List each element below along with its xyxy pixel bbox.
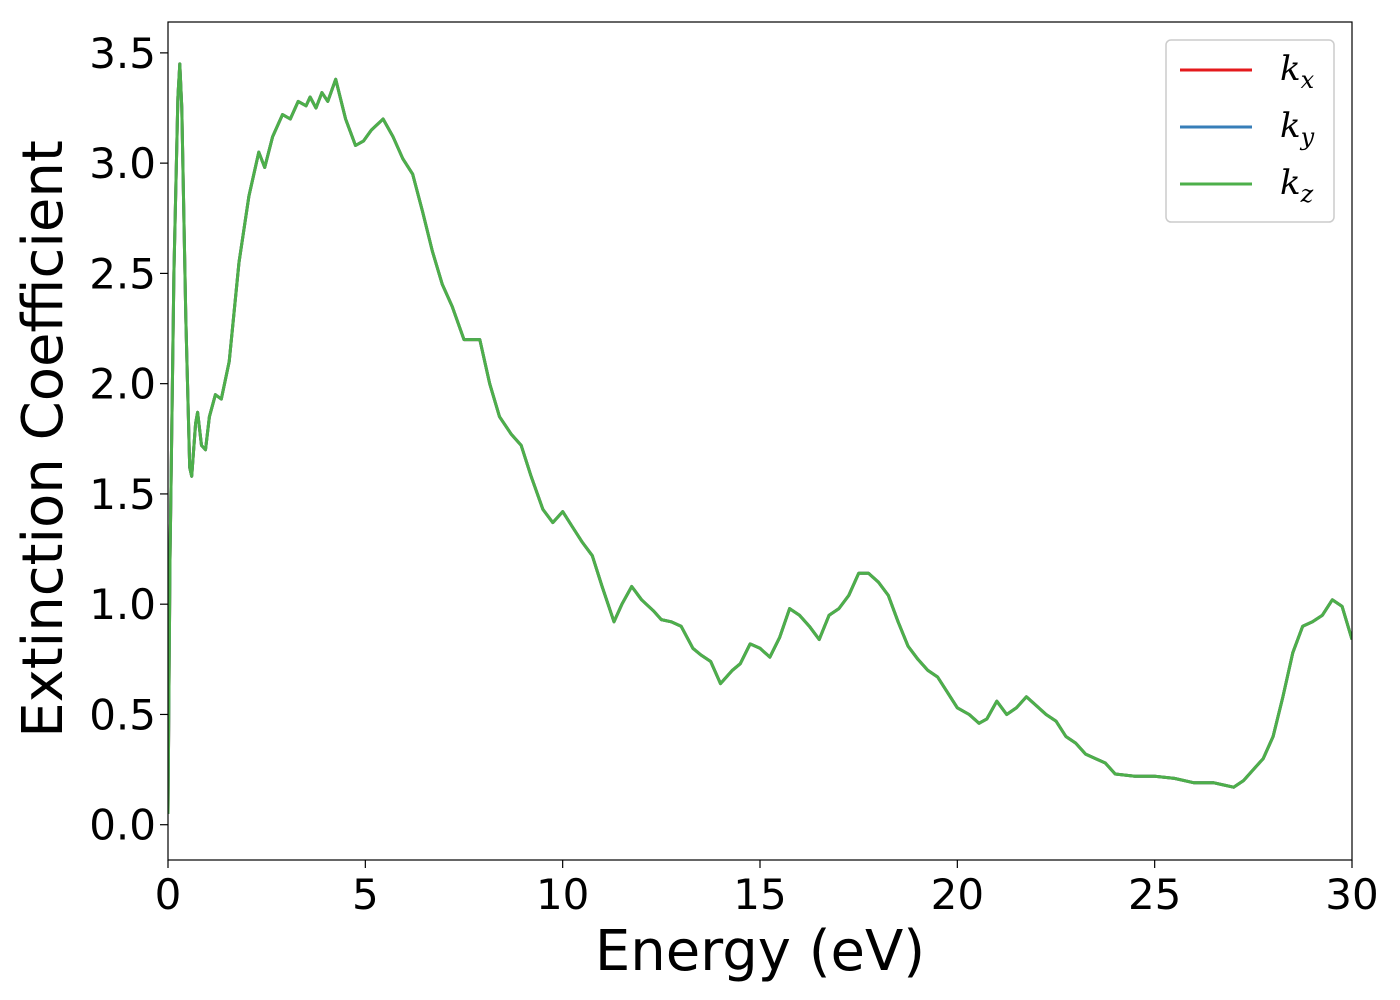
x-tick-label: 15 [733,870,786,919]
legend-label: ky [1280,106,1315,151]
x-tick-label: 30 [1325,870,1378,919]
legend-label: kx [1280,49,1315,94]
x-tick-label: 10 [536,870,589,919]
y-tick-label: 2.5 [89,249,156,298]
x-axis: 0 5 10 15 20 25 30 [155,860,1379,919]
legend-box [1165,39,1335,223]
x-tick-label: 5 [352,870,379,919]
x-tick-label: 20 [931,870,984,919]
y-tick-label: 3.5 [89,29,156,78]
series-line-k-z [168,62,1352,814]
y-tick-label: 2.0 [89,360,156,409]
x-tick-label: 0 [155,870,182,919]
legend-label: kz [1280,163,1314,208]
y-axis: 0.0 0.5 1.0 1.5 2.0 2.5 3.0 3.5 [89,29,168,850]
x-tick-label: 25 [1128,870,1181,919]
legend: kx ky kz [1165,39,1335,223]
y-tick-label: 3.0 [89,139,156,188]
y-tick-label: 0.0 [89,801,156,850]
x-axis-label: Energy (eV) [595,919,925,984]
y-tick-label: 1.0 [89,580,156,629]
y-axis-label: Extinction Coefficient [11,140,76,738]
plot-area [168,62,1352,814]
y-tick-label: 0.5 [89,690,156,739]
y-tick-label: 1.5 [89,470,156,519]
